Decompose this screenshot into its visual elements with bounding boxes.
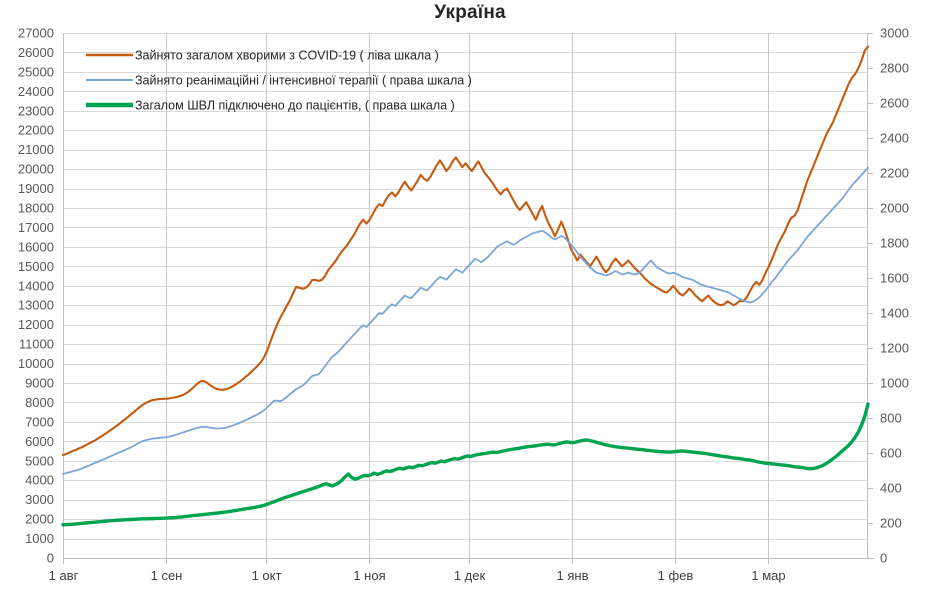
left-axis-tick-label: 12000 [18,317,54,332]
left-axis-tick-label: 11000 [19,337,54,352]
series-line-2 [61,402,870,527]
right-axis-tick-label: 0 [880,551,887,566]
series-line-0 [61,45,870,456]
right-axis-tick-label: 400 [880,481,902,496]
left-axis-tick-label: 8000 [25,395,54,410]
right-axis-tick-label: 1400 [880,306,909,321]
x-axis-tick-label: 1 окт [252,568,282,583]
left-axis-tick-label: 17000 [18,220,54,235]
right-axis-tick-label: 2800 [880,61,909,76]
right-axis-tick-label: 2400 [880,131,909,146]
right-axis-tick-label: 3000 [880,26,909,41]
left-axis-tick-label: 9000 [25,376,54,391]
right-axis-tick-label: 1000 [880,376,909,391]
x-axis-tick-label: 1 ноя [353,568,385,583]
left-axis-tick-label: 26000 [18,45,54,60]
left-axis-tick-label: 19000 [18,181,54,196]
right-axis-tick-label: 200 [880,516,902,531]
x-axis-tick-label: 1 фев [658,568,694,583]
left-axis-tick-label: 5000 [25,453,54,468]
chart-title: Україна [434,2,506,23]
legend-label-0: Зайнято загалом хворими з COVID-19 ( лів… [135,49,439,63]
x-axis-tick-label: 1 дек [454,568,486,583]
left-axis-tick-label: 15000 [18,259,54,274]
left-axis-tick-label: 3000 [25,492,54,507]
right-axis-tick-label: 2000 [880,201,909,216]
right-axis-tick-label: 2200 [880,166,909,181]
left-axis-tick-label: 4000 [25,473,54,488]
left-axis-tick-label: 24000 [18,84,54,99]
right-axis-tick-label: 800 [880,411,902,426]
x-axis-tick-label: 1 мар [751,568,785,583]
x-axis-tick-label: 1 янв [557,568,589,583]
left-axis-tick-label: 21000 [18,142,54,157]
legend-label-1: Зайнято реанімаційні / інтенсивної терап… [135,74,472,88]
left-axis-tick-label: 18000 [18,201,54,216]
right-axis-tick-label: 1200 [880,341,909,356]
right-axis-tick-label: 2600 [880,96,909,111]
left-axis-tick-label: 16000 [18,239,54,254]
left-axis-tick-label: 0 [47,551,54,566]
left-axis-tick-label: 14000 [18,278,54,293]
left-axis-tick-label: 22000 [18,123,54,138]
left-axis-tick-label: 2000 [25,512,54,527]
right-axis-tick-label: 600 [880,446,902,461]
right-axis-tick-label: 1800 [880,236,909,251]
left-axis-tick-label: 10000 [18,356,54,371]
right-axis-tick-label: 1600 [880,271,909,286]
left-axis-tick-label: 7000 [25,414,54,429]
left-axis-tick-label: 25000 [18,64,54,79]
x-axis-tick-label: 1 авг [49,568,79,583]
legend-label-2: Загалом ШВЛ підключено до пацієнтів, ( п… [135,99,455,113]
left-axis-tick-label: 6000 [25,434,54,449]
left-axis-tick-label: 13000 [18,298,54,313]
left-axis-tick-label: 23000 [18,103,54,118]
left-axis-tick-label: 27000 [18,26,54,41]
left-axis-tick-label: 1000 [25,531,54,546]
left-axis-tick-label: 20000 [18,162,54,177]
series-line-1 [62,166,869,475]
x-axis-tick-label: 1 сен [151,568,183,583]
